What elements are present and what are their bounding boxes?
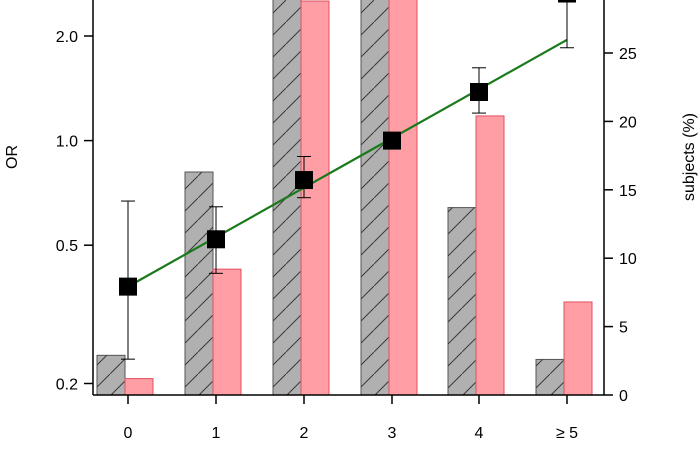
right-tick-label-5: 25 — [619, 46, 637, 63]
y-axis-label: OR — [4, 145, 21, 169]
bar-pink-5 — [563, 301, 593, 395]
bars-layer — [96, 0, 593, 395]
right-tick-label-1: 5 — [619, 320, 628, 337]
right-tick-label-4: 20 — [619, 114, 637, 131]
bar-gray-hatch-0 — [97, 355, 125, 395]
trend-layer — [127, 38, 568, 288]
bar-gray-hatch-5 — [536, 359, 564, 395]
or-marker-5 — [558, 0, 576, 3]
left-ticks: 0.2 0.5 1.0 2.0 — [56, 29, 93, 393]
bar-pink-1 — [212, 268, 242, 395]
bar-pink-4 — [475, 115, 505, 395]
right-tick-label-3: 15 — [619, 183, 637, 200]
y2-axis-label: subjects (%) — [681, 113, 698, 201]
x-tick-label-3: 3 — [388, 425, 397, 442]
or-marker-0 — [119, 277, 137, 296]
x-tick-label-2: 2 — [300, 425, 309, 442]
trend-line — [127, 38, 568, 288]
bar-gray-hatch-1 — [185, 172, 213, 395]
right-tick-label-2: 10 — [619, 251, 637, 268]
x-tick-label-4: 4 — [475, 425, 484, 442]
right-tick-label-0: 0 — [619, 388, 628, 405]
or-marker-3 — [383, 131, 401, 150]
bar-gray-hatch-4 — [448, 207, 476, 395]
marker-layer — [119, 0, 576, 296]
left-tick-label-0: 0.2 — [56, 376, 78, 393]
or-marker-1 — [207, 230, 225, 249]
left-tick-label-2: 1.0 — [56, 134, 78, 151]
left-tick-label-1: 0.5 — [56, 238, 78, 255]
or-marker-4 — [470, 82, 488, 101]
x-tick-label-0: 0 — [124, 425, 133, 442]
right-ticks: 0 5 10 15 20 25 — [604, 46, 637, 405]
bar-gray-hatch-3 — [361, 0, 389, 395]
x-tick-label-5: ≥ 5 — [556, 425, 578, 442]
left-tick-label-3: 2.0 — [56, 29, 78, 46]
x-tick-label-1: 1 — [212, 425, 221, 442]
bar-pink-0 — [124, 378, 154, 395]
or-marker-2 — [295, 171, 313, 190]
bar-pink-3 — [388, 0, 418, 395]
x-ticks: 0 1 2 3 4 ≥ 5 — [124, 395, 578, 442]
